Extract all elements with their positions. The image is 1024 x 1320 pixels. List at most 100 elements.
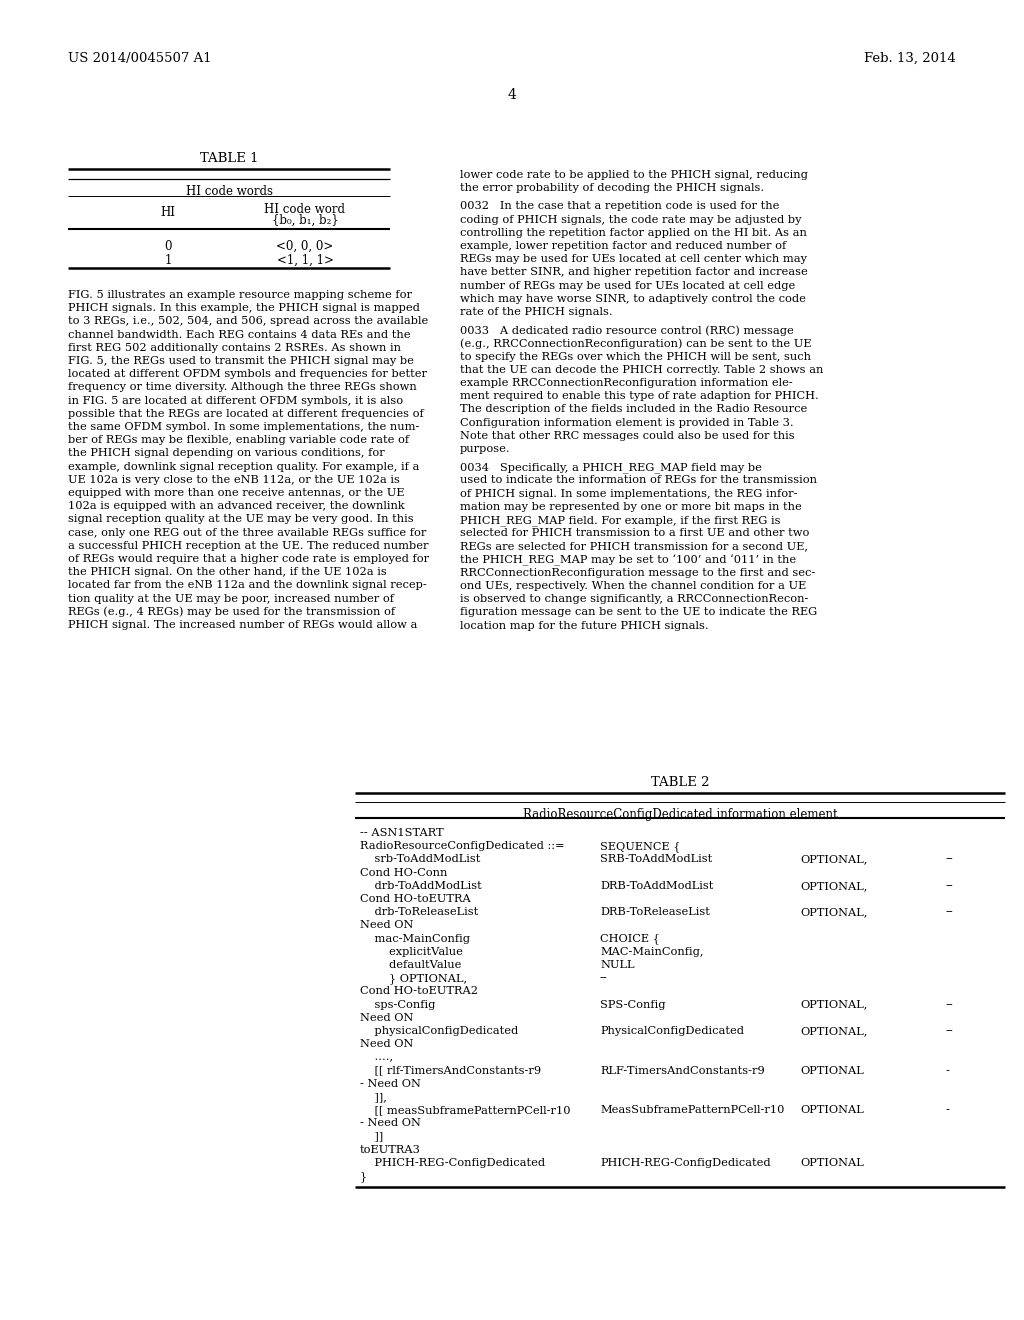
Text: Feb. 13, 2014: Feb. 13, 2014 bbox=[864, 51, 956, 65]
Text: the PHICH signal depending on various conditions, for: the PHICH signal depending on various co… bbox=[68, 449, 385, 458]
Text: toEUTRA3: toEUTRA3 bbox=[360, 1144, 421, 1155]
Text: a successful PHICH reception at the UE. The reduced number: a successful PHICH reception at the UE. … bbox=[68, 541, 428, 550]
Text: PhysicalConfigDedicated: PhysicalConfigDedicated bbox=[600, 1026, 744, 1036]
Text: } OPTIONAL,: } OPTIONAL, bbox=[360, 973, 467, 983]
Text: OPTIONAL,: OPTIONAL, bbox=[800, 999, 867, 1010]
Text: PHICH signal. The increased number of REGs would allow a: PHICH signal. The increased number of RE… bbox=[68, 620, 418, 630]
Text: Configuration information element is provided in Table 3.: Configuration information element is pro… bbox=[460, 417, 794, 428]
Text: 0032   In the case that a repetition code is used for the: 0032 In the case that a repetition code … bbox=[460, 202, 779, 211]
Text: the same OFDM symbol. In some implementations, the num-: the same OFDM symbol. In some implementa… bbox=[68, 422, 420, 432]
Text: defaultValue: defaultValue bbox=[360, 960, 462, 970]
Text: PHICH_REG_MAP field. For example, if the first REG is: PHICH_REG_MAP field. For example, if the… bbox=[460, 515, 780, 525]
Text: example RRCConnectionReconfiguration information ele-: example RRCConnectionReconfiguration inf… bbox=[460, 378, 793, 388]
Text: example, lower repetition factor and reduced number of: example, lower repetition factor and red… bbox=[460, 242, 786, 251]
Text: ]]: ]] bbox=[360, 1131, 383, 1142]
Text: srb-ToAddModList: srb-ToAddModList bbox=[360, 854, 480, 865]
Text: --: -- bbox=[945, 999, 952, 1010]
Text: that the UE can decode the PHICH correctly. Table 2 shows an: that the UE can decode the PHICH correct… bbox=[460, 364, 823, 375]
Text: TABLE 1: TABLE 1 bbox=[200, 152, 258, 165]
Text: controlling the repetition factor applied on the HI bit. As an: controlling the repetition factor applie… bbox=[460, 228, 807, 238]
Text: OPTIONAL,: OPTIONAL, bbox=[800, 880, 867, 891]
Text: of REGs would require that a higher code rate is employed for: of REGs would require that a higher code… bbox=[68, 554, 429, 564]
Text: physicalConfigDedicated: physicalConfigDedicated bbox=[360, 1026, 518, 1036]
Text: signal reception quality at the UE may be very good. In this: signal reception quality at the UE may b… bbox=[68, 515, 414, 524]
Text: SEQUENCE {: SEQUENCE { bbox=[600, 841, 680, 851]
Text: The description of the fields included in the Radio Resource: The description of the fields included i… bbox=[460, 404, 807, 414]
Text: Note that other RRC messages could also be used for this: Note that other RRC messages could also … bbox=[460, 430, 795, 441]
Text: - Need ON: - Need ON bbox=[360, 1118, 421, 1129]
Text: coding of PHICH signals, the code rate may be adjusted by: coding of PHICH signals, the code rate m… bbox=[460, 215, 802, 224]
Text: 0: 0 bbox=[164, 240, 172, 253]
Text: located at different OFDM symbols and frequencies for better: located at different OFDM symbols and fr… bbox=[68, 370, 427, 379]
Text: {b₀, b₁, b₂}: {b₀, b₁, b₂} bbox=[271, 214, 338, 227]
Text: 0033   A dedicated radio resource control (RRC) message: 0033 A dedicated radio resource control … bbox=[460, 325, 794, 335]
Text: - Need ON: - Need ON bbox=[360, 1078, 421, 1089]
Text: ber of REGs may be flexible, enabling variable code rate of: ber of REGs may be flexible, enabling va… bbox=[68, 436, 410, 445]
Text: ....,: ...., bbox=[360, 1052, 393, 1063]
Text: mac-MainConfig: mac-MainConfig bbox=[360, 933, 470, 944]
Text: mation may be represented by one or more bit maps in the: mation may be represented by one or more… bbox=[460, 502, 802, 512]
Text: PHICH-REG-ConfigDedicated: PHICH-REG-ConfigDedicated bbox=[600, 1158, 771, 1168]
Text: 4: 4 bbox=[508, 88, 516, 102]
Text: to 3 REGs, i.e., 502, 504, and 506, spread across the available: to 3 REGs, i.e., 502, 504, and 506, spre… bbox=[68, 317, 428, 326]
Text: RLF-TimersAndConstants-r9: RLF-TimersAndConstants-r9 bbox=[600, 1065, 765, 1076]
Text: OPTIONAL,: OPTIONAL, bbox=[800, 854, 867, 865]
Text: OPTIONAL,: OPTIONAL, bbox=[800, 907, 867, 917]
Text: in FIG. 5 are located at different OFDM symbols, it is also: in FIG. 5 are located at different OFDM … bbox=[68, 396, 403, 405]
Text: <0, 0, 0>: <0, 0, 0> bbox=[276, 240, 334, 253]
Text: UE 102a is very close to the eNB 112a, or the UE 102a is: UE 102a is very close to the eNB 112a, o… bbox=[68, 475, 400, 484]
Text: which may have worse SINR, to adaptively control the code: which may have worse SINR, to adaptively… bbox=[460, 294, 806, 304]
Text: tion quality at the UE may be poor, increased number of: tion quality at the UE may be poor, incr… bbox=[68, 594, 394, 603]
Text: figuration message can be sent to the UE to indicate the REG: figuration message can be sent to the UE… bbox=[460, 607, 817, 618]
Text: SPS-Config: SPS-Config bbox=[600, 999, 666, 1010]
Text: Need ON: Need ON bbox=[360, 1012, 414, 1023]
Text: DRB-ToReleaseList: DRB-ToReleaseList bbox=[600, 907, 710, 917]
Text: number of REGs may be used for UEs located at cell edge: number of REGs may be used for UEs locat… bbox=[460, 281, 796, 290]
Text: [[ rlf-TimersAndConstants-r9: [[ rlf-TimersAndConstants-r9 bbox=[360, 1065, 541, 1076]
Text: }: } bbox=[360, 1171, 368, 1181]
Text: Need ON: Need ON bbox=[360, 920, 414, 931]
Text: (e.g., RRCConnectionReconfiguration) can be sent to the UE: (e.g., RRCConnectionReconfiguration) can… bbox=[460, 338, 811, 348]
Text: located far from the eNB 112a and the downlink signal recep-: located far from the eNB 112a and the do… bbox=[68, 581, 427, 590]
Text: TABLE 2: TABLE 2 bbox=[650, 776, 710, 789]
Text: example, downlink signal reception quality. For example, if a: example, downlink signal reception quali… bbox=[68, 462, 420, 471]
Text: OPTIONAL: OPTIONAL bbox=[800, 1158, 864, 1168]
Text: first REG 502 additionally contains 2 RSREs. As shown in: first REG 502 additionally contains 2 RS… bbox=[68, 343, 401, 352]
Text: of PHICH signal. In some implementations, the REG infor-: of PHICH signal. In some implementations… bbox=[460, 488, 798, 499]
Text: selected for PHICH transmission to a first UE and other two: selected for PHICH transmission to a fir… bbox=[460, 528, 809, 539]
Text: PHICH-REG-ConfigDedicated: PHICH-REG-ConfigDedicated bbox=[360, 1158, 545, 1168]
Text: [[ measSubframePatternPCell-r10: [[ measSubframePatternPCell-r10 bbox=[360, 1105, 570, 1115]
Text: MeasSubframePatternPCell-r10: MeasSubframePatternPCell-r10 bbox=[600, 1105, 784, 1115]
Text: drb-ToAddModList: drb-ToAddModList bbox=[360, 880, 481, 891]
Text: FIG. 5, the REGs used to transmit the PHICH signal may be: FIG. 5, the REGs used to transmit the PH… bbox=[68, 356, 414, 366]
Text: the PHICH signal. On the other hand, if the UE 102a is: the PHICH signal. On the other hand, if … bbox=[68, 568, 387, 577]
Text: RRCConnectionReconfiguration message to the first and sec-: RRCConnectionReconfiguration message to … bbox=[460, 568, 815, 578]
Text: equipped with more than one receive antennas, or the UE: equipped with more than one receive ante… bbox=[68, 488, 404, 498]
Text: case, only one REG out of the three available REGs suffice for: case, only one REG out of the three avai… bbox=[68, 528, 426, 537]
Text: the PHICH_REG_MAP may be set to ‘100’ and ‘011’ in the: the PHICH_REG_MAP may be set to ‘100’ an… bbox=[460, 554, 796, 566]
Text: RadioResourceConfigDedicated information element: RadioResourceConfigDedicated information… bbox=[522, 808, 838, 821]
Text: PHICH signals. In this example, the PHICH signal is mapped: PHICH signals. In this example, the PHIC… bbox=[68, 304, 420, 313]
Text: DRB-ToAddModList: DRB-ToAddModList bbox=[600, 880, 714, 891]
Text: OPTIONAL: OPTIONAL bbox=[800, 1065, 864, 1076]
Text: location map for the future PHICH signals.: location map for the future PHICH signal… bbox=[460, 620, 709, 631]
Text: possible that the REGs are located at different frequencies of: possible that the REGs are located at di… bbox=[68, 409, 424, 418]
Text: -: - bbox=[945, 1105, 949, 1115]
Text: --: -- bbox=[945, 880, 952, 891]
Text: HI code word: HI code word bbox=[264, 203, 345, 216]
Text: frequency or time diversity. Although the three REGs shown: frequency or time diversity. Although th… bbox=[68, 383, 417, 392]
Text: have better SINR, and higher repetition factor and increase: have better SINR, and higher repetition … bbox=[460, 268, 808, 277]
Text: the error probability of decoding the PHICH signals.: the error probability of decoding the PH… bbox=[460, 183, 764, 193]
Text: Cond HO-toEUTRA2: Cond HO-toEUTRA2 bbox=[360, 986, 478, 997]
Text: Need ON: Need ON bbox=[360, 1039, 414, 1049]
Text: 102a is equipped with an advanced receiver, the downlink: 102a is equipped with an advanced receiv… bbox=[68, 502, 404, 511]
Text: HI code words: HI code words bbox=[185, 185, 272, 198]
Text: REGs may be used for UEs located at cell center which may: REGs may be used for UEs located at cell… bbox=[460, 255, 807, 264]
Text: FIG. 5 illustrates an example resource mapping scheme for: FIG. 5 illustrates an example resource m… bbox=[68, 290, 412, 300]
Text: REGs are selected for PHICH transmission for a second UE,: REGs are selected for PHICH transmission… bbox=[460, 541, 808, 552]
Text: ment required to enable this type of rate adaption for PHICH.: ment required to enable this type of rat… bbox=[460, 391, 819, 401]
Text: SRB-ToAddModList: SRB-ToAddModList bbox=[600, 854, 713, 865]
Text: -: - bbox=[945, 1065, 949, 1076]
Text: 0034   Specifically, a PHICH_REG_MAP field may be: 0034 Specifically, a PHICH_REG_MAP field… bbox=[460, 462, 762, 473]
Text: --: -- bbox=[945, 854, 952, 865]
